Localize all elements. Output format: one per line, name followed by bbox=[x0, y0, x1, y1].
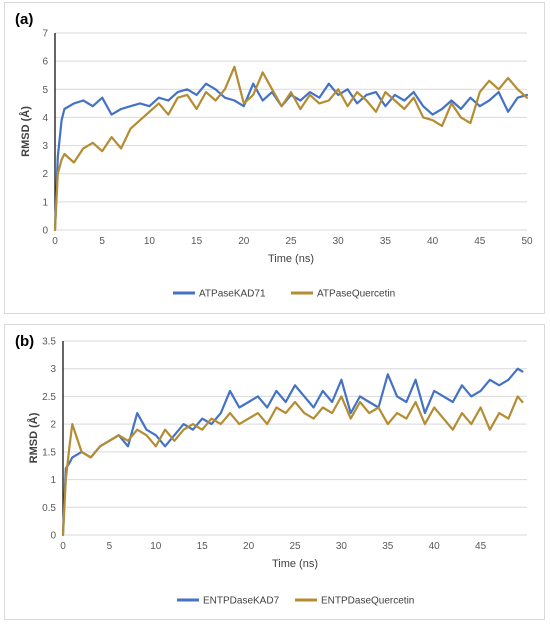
x-tick-label: 25 bbox=[285, 236, 297, 247]
x-tick-label: 25 bbox=[289, 541, 301, 552]
rmsd-chart-b: 0 0.5 1 1.5 2 2.5 3 3.5 0 5 10 15 20 25 30 35 40 45 Time (… bbox=[27, 337, 527, 607]
x-tick-label: 35 bbox=[380, 236, 392, 247]
chart-panel-a: (a) 0 1 2 3 4 5 6 7 0 5 10 15 20 25 30 35 40 45 50 Time (ns… bbox=[4, 2, 545, 314]
x-tick-label: 20 bbox=[238, 236, 250, 247]
y-axis-title: RMSD (Å) bbox=[19, 106, 32, 157]
panel-label-a: (a) bbox=[15, 11, 34, 28]
y-tick-label: 0 bbox=[50, 531, 56, 542]
panel-label-b: (b) bbox=[15, 333, 35, 350]
legend-label: ENTPDaseKAD7 bbox=[203, 596, 280, 607]
y-tick-label: 2.5 bbox=[42, 392, 56, 403]
x-tick-label: 5 bbox=[99, 236, 105, 247]
series-line-ENTPDaseKAD7 bbox=[61, 367, 524, 537]
x-tick-label: 20 bbox=[243, 541, 255, 552]
y-tick-label: 3 bbox=[50, 364, 56, 375]
y-axis-title: RMSD (Å) bbox=[27, 412, 40, 463]
x-tick-label: 35 bbox=[382, 541, 394, 552]
y-tick-label: 2 bbox=[42, 169, 48, 180]
x-tick-label: 30 bbox=[333, 236, 345, 247]
x-tick-label: 10 bbox=[144, 236, 156, 247]
y-tick-label: 2 bbox=[50, 420, 56, 431]
x-tick-label: 10 bbox=[150, 541, 162, 552]
x-tick-label: 30 bbox=[336, 541, 348, 552]
x-axis-title: Time (ns) bbox=[268, 253, 314, 265]
y-tick-label: 4 bbox=[42, 113, 48, 124]
y-tick-label: 0 bbox=[42, 226, 48, 237]
x-tick-label: 15 bbox=[197, 541, 209, 552]
x-tick-label: 40 bbox=[427, 236, 439, 247]
chart-panel-b: (b) 0 0.5 1 1.5 2 2.5 3 3.5 0 5 10 15 20 25 30 35 40 45 Ti… bbox=[4, 324, 545, 620]
y-tick-label: 5 bbox=[42, 85, 48, 96]
y-tick-label: 6 bbox=[42, 57, 48, 68]
y-tick-label: 0.5 bbox=[42, 503, 56, 514]
x-tick-label: 15 bbox=[191, 236, 203, 247]
y-tick-label: 1 bbox=[50, 475, 56, 486]
x-tick-label: 5 bbox=[107, 541, 113, 552]
x-tick-label: 0 bbox=[60, 541, 66, 552]
x-axis-title: Time (ns) bbox=[272, 558, 318, 570]
legend-label: ENTPDaseQuercetin bbox=[321, 596, 414, 607]
x-tick-label: 40 bbox=[429, 541, 441, 552]
x-tick-label: 45 bbox=[475, 541, 487, 552]
series-line-ENTPDaseQuercetin bbox=[61, 395, 524, 537]
y-tick-label: 3.5 bbox=[42, 337, 56, 348]
x-tick-label: 0 bbox=[52, 236, 58, 247]
legend-label: ATPaseQuercetin bbox=[317, 289, 395, 300]
y-tick-label: 7 bbox=[42, 29, 48, 40]
x-tick-label: 45 bbox=[474, 236, 486, 247]
y-tick-label: 1.5 bbox=[42, 447, 56, 458]
y-tick-label: 1 bbox=[42, 197, 48, 208]
x-tick-label: 50 bbox=[521, 236, 533, 247]
series-line-ATPaseKAD71 bbox=[53, 82, 529, 232]
y-tick-label: 3 bbox=[42, 141, 48, 152]
series-line-ATPaseQuercetin bbox=[53, 65, 529, 232]
legend-label: ATPaseKAD71 bbox=[199, 289, 266, 300]
